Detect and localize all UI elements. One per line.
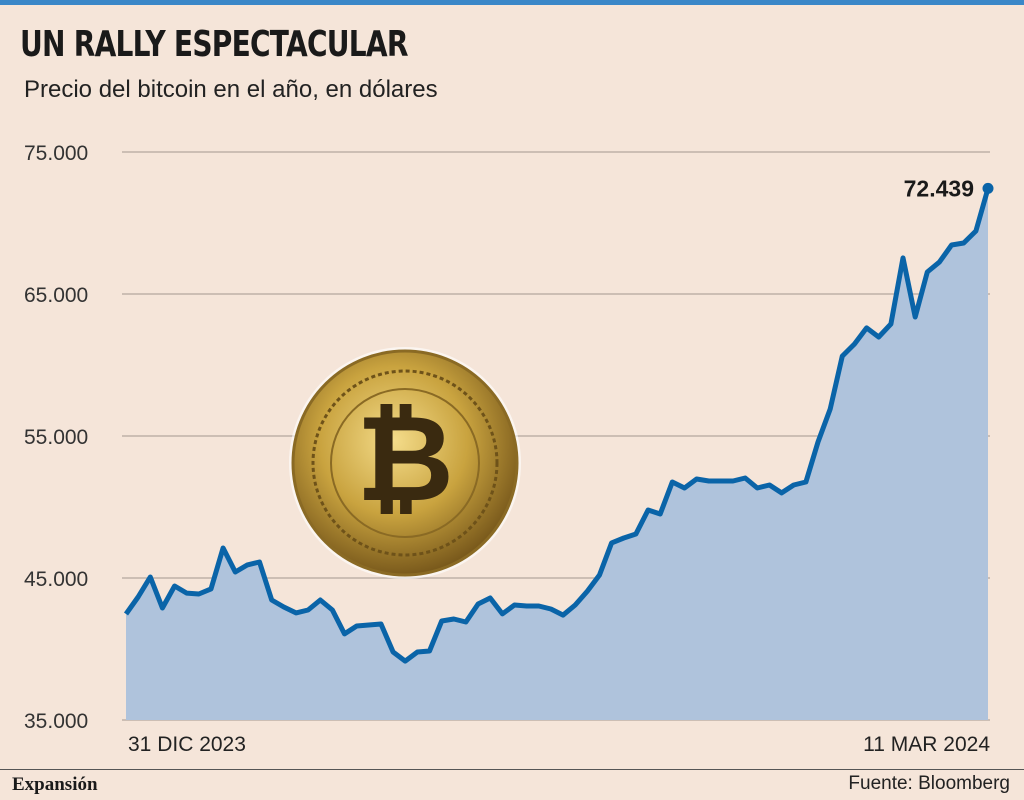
footer-divider	[0, 769, 1024, 770]
source-note: Fuente: Bloomberg	[848, 773, 1010, 794]
chart-title: UN RALLY ESPECTACULAR	[20, 24, 408, 65]
y-tick-label: 75.000	[24, 142, 88, 165]
y-tick-label: 35.000	[24, 710, 88, 733]
y-axis: 35.000 45.000 55.000 65.000 75.000	[24, 142, 88, 733]
last-point-marker	[982, 182, 994, 194]
y-tick-label: 65.000	[24, 284, 88, 307]
brand-logo: Expansión	[12, 774, 98, 795]
y-tick-label: 45.000	[24, 568, 88, 591]
last-value-label: 72.439	[904, 175, 974, 201]
chart-subtitle: Precio del bitcoin en el año, en dólares	[24, 76, 438, 103]
price-line	[123, 187, 991, 664]
x-label-end: 11 MAR 2024	[863, 733, 990, 756]
x-label-start: 31 DIC 2023	[128, 733, 246, 756]
svg-text:₿: ₿	[356, 390, 454, 529]
y-tick-label: 55.000	[24, 426, 88, 449]
price-area	[126, 188, 988, 720]
top-accent-bar	[0, 0, 1024, 5]
bitcoin-coin-icon: ₿	[289, 347, 521, 579]
